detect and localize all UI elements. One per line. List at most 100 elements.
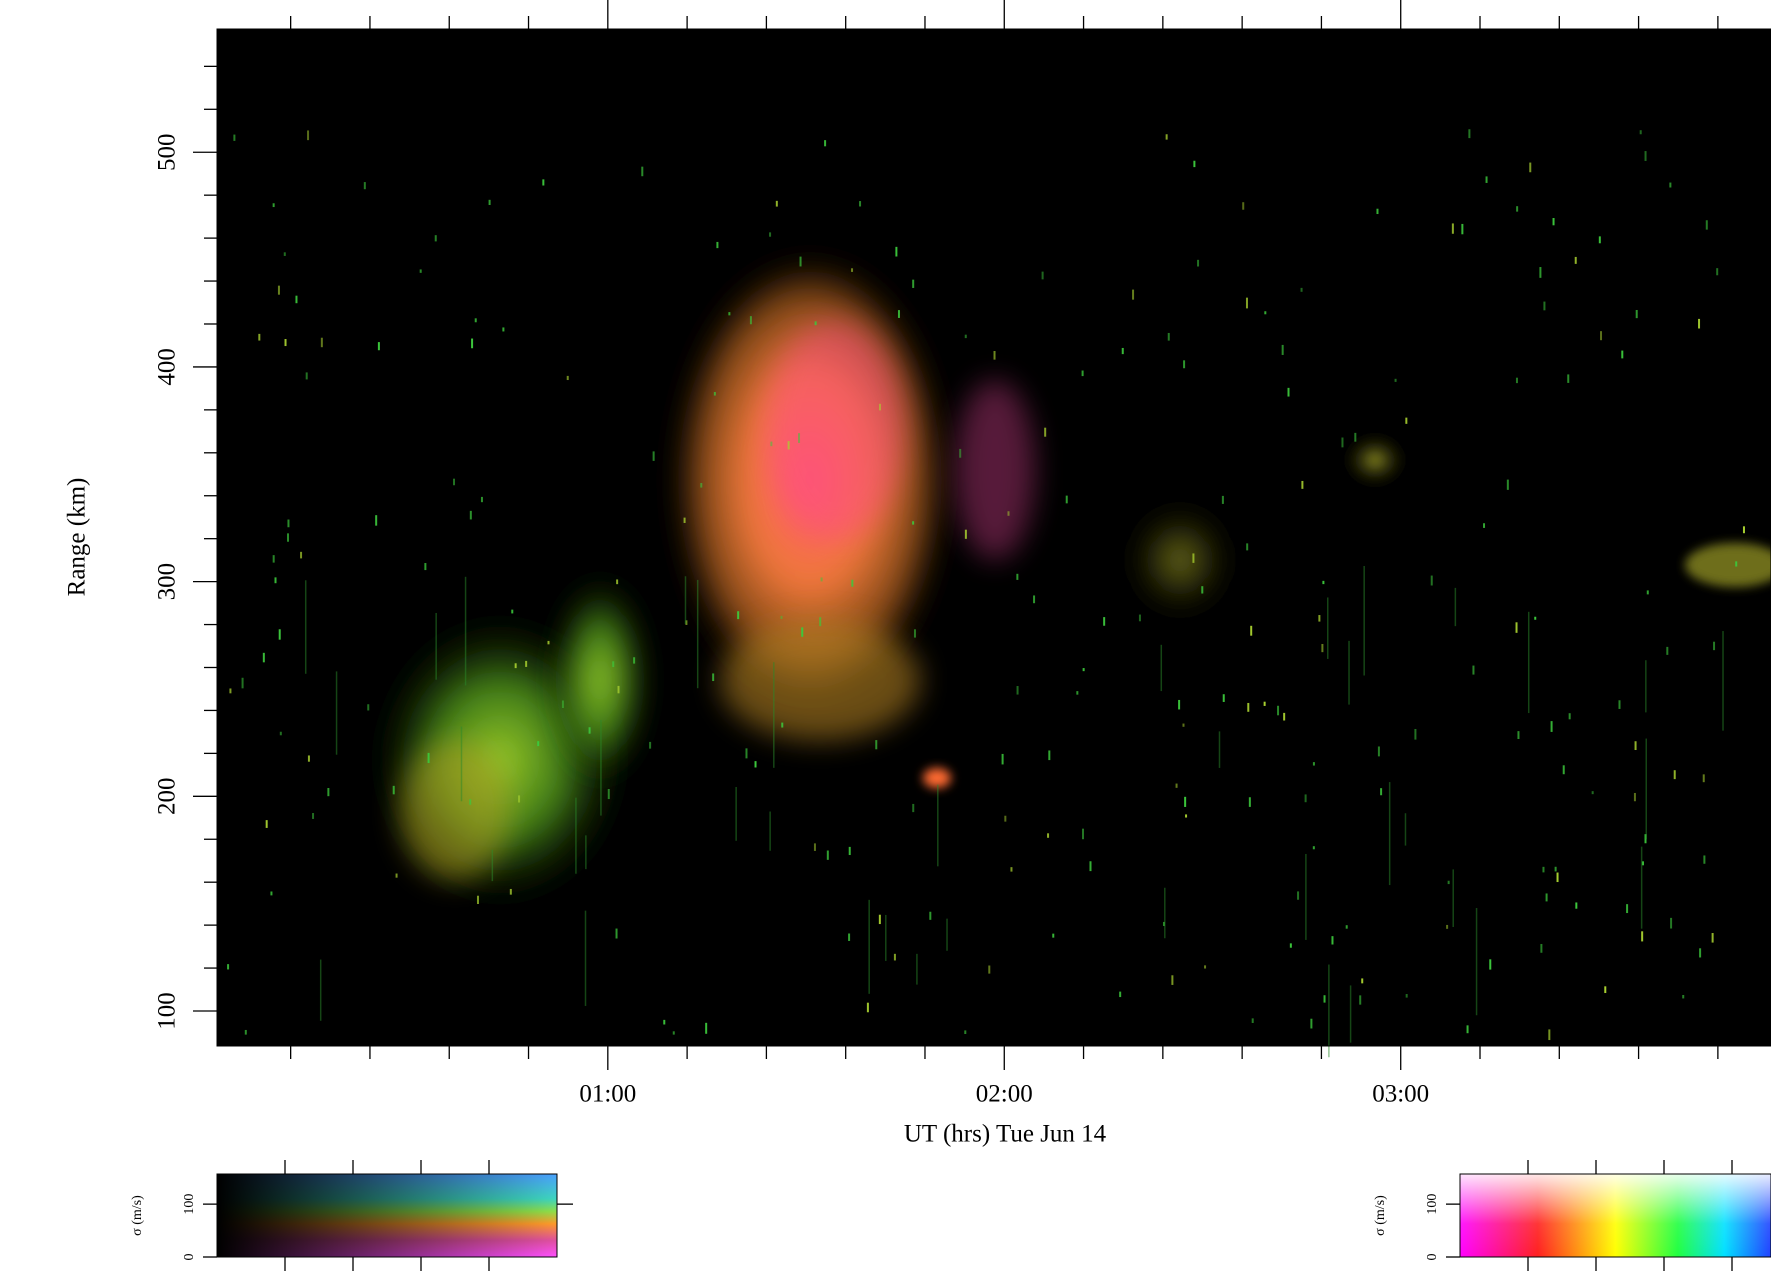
- speckle: [1716, 268, 1718, 275]
- speckle: [562, 700, 564, 708]
- speckle: [1242, 202, 1244, 210]
- colorbar-shade: [217, 1174, 557, 1257]
- speckle: [1252, 1018, 1254, 1023]
- colorbar-tick-label: 100: [182, 1194, 197, 1215]
- speckle: [1517, 731, 1519, 739]
- speckle: [525, 661, 527, 667]
- speckle: [321, 338, 323, 347]
- speckle: [1264, 311, 1266, 314]
- speckle: [1277, 706, 1279, 716]
- speckle: [1539, 267, 1541, 278]
- colorbar-shade: [1460, 1174, 1771, 1257]
- speckle: [716, 242, 718, 248]
- speckle: [375, 515, 377, 525]
- speckle: [502, 327, 504, 331]
- speckle: [1699, 948, 1701, 957]
- streak: [1350, 985, 1352, 1042]
- speckle: [1048, 750, 1050, 760]
- speckle: [848, 933, 850, 940]
- streak: [336, 671, 338, 754]
- speckle: [280, 732, 282, 736]
- streak: [585, 835, 587, 869]
- x-axis-label: UT (hrs) Tue Jun 14: [904, 1121, 1107, 1148]
- speckle: [396, 874, 398, 878]
- x-tick-label: 02:00: [976, 1081, 1033, 1108]
- speckle: [776, 201, 778, 207]
- speckle: [1183, 360, 1185, 368]
- speckle: [1569, 713, 1571, 719]
- speckle: [684, 518, 686, 523]
- streak: [1363, 566, 1365, 675]
- speckle: [1288, 388, 1290, 397]
- speckle: [295, 296, 297, 304]
- speckle: [788, 441, 790, 449]
- x-tick-label: 01:00: [579, 1081, 636, 1108]
- speckle: [1176, 784, 1178, 788]
- speckle: [229, 688, 231, 693]
- speckle: [1321, 644, 1323, 652]
- speckle: [798, 433, 800, 443]
- speckle: [542, 179, 544, 185]
- speckle: [700, 483, 702, 488]
- speckle: [1563, 765, 1565, 774]
- speckle: [608, 789, 610, 799]
- speckle: [895, 247, 897, 257]
- speckle: [1472, 666, 1474, 675]
- speckle: [548, 641, 550, 644]
- speckle: [1204, 965, 1206, 968]
- speckle: [849, 847, 851, 855]
- speckle: [263, 653, 265, 662]
- speckle: [245, 1030, 247, 1035]
- speckle: [851, 580, 853, 587]
- speckle: [1706, 220, 1708, 229]
- speckle: [1301, 481, 1303, 489]
- speckle: [424, 563, 426, 570]
- speckle: [781, 616, 783, 619]
- speckle: [1247, 703, 1249, 712]
- speckle: [714, 392, 716, 396]
- streak: [1528, 612, 1530, 713]
- speckle: [469, 799, 471, 805]
- speckle: [1567, 374, 1569, 382]
- streak: [1305, 854, 1307, 940]
- y-tick-label: 400: [154, 348, 181, 386]
- speckle: [1592, 791, 1594, 794]
- speckle: [327, 788, 329, 796]
- speckle: [914, 629, 916, 637]
- speckle: [420, 269, 422, 272]
- speckle: [1712, 933, 1714, 943]
- speckle: [653, 451, 655, 460]
- speckle: [1431, 576, 1433, 586]
- speckle: [515, 663, 517, 668]
- page: {"chart_data": { "type": "rti", "x_label…: [0, 0, 1771, 1277]
- speckle: [815, 321, 817, 325]
- speckle: [641, 167, 643, 177]
- streak: [1328, 965, 1330, 1058]
- speckle: [1543, 302, 1545, 311]
- speckle: [1395, 379, 1397, 382]
- streak: [1641, 847, 1643, 929]
- streak: [946, 919, 948, 951]
- streak: [685, 576, 687, 624]
- speckle: [1250, 626, 1252, 636]
- speckle: [1636, 310, 1638, 318]
- speckle: [1486, 176, 1488, 183]
- speckle: [965, 530, 967, 539]
- speckle: [1467, 1025, 1469, 1033]
- speckle: [1322, 581, 1324, 584]
- speckle: [1033, 595, 1035, 603]
- speckle: [1044, 428, 1046, 437]
- speckle: [1197, 260, 1199, 267]
- speckle: [1600, 331, 1602, 340]
- speckle: [1008, 511, 1010, 516]
- speckle: [1743, 526, 1745, 533]
- speckle: [278, 286, 280, 295]
- speckle: [1452, 223, 1454, 233]
- speckle: [1201, 586, 1203, 593]
- speckle: [567, 376, 569, 380]
- speckle: [1359, 995, 1361, 1004]
- speckle: [745, 748, 747, 758]
- streak: [885, 915, 887, 961]
- speckle: [307, 130, 309, 140]
- speckle: [912, 280, 914, 288]
